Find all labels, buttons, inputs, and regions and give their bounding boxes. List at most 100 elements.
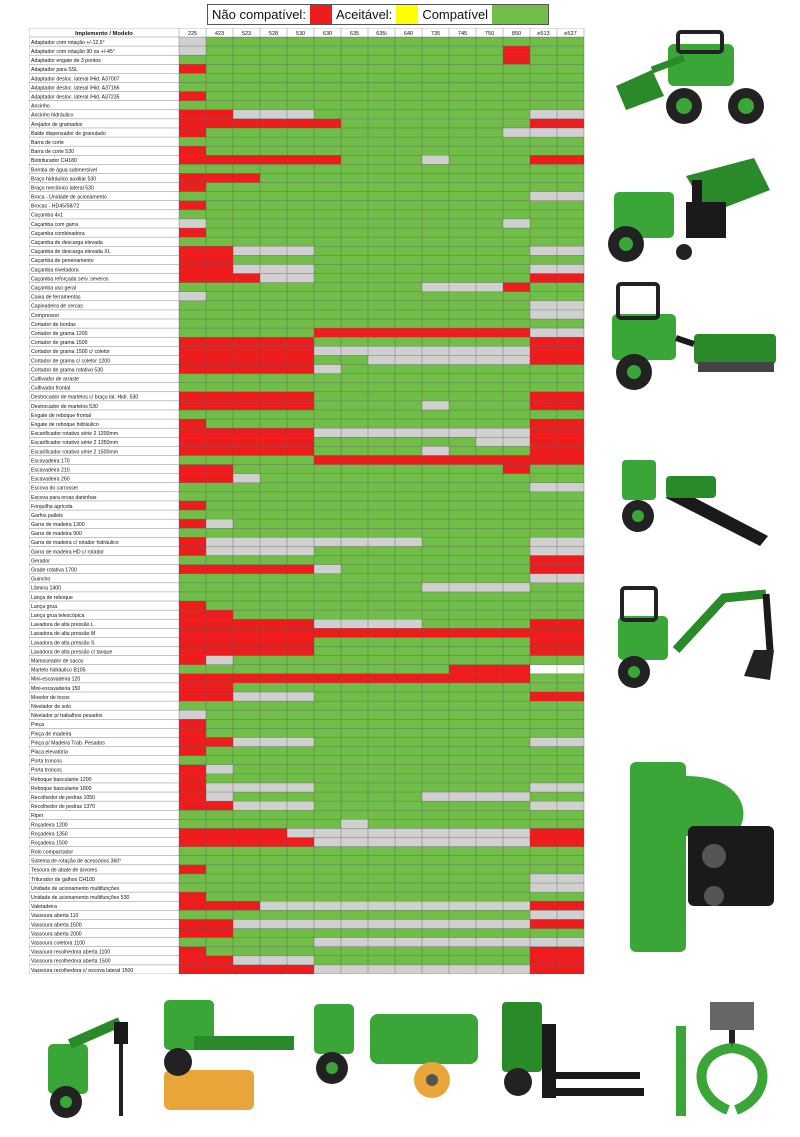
cell-745: [449, 828, 476, 838]
cell-225: [179, 819, 206, 829]
cell-523: [233, 883, 260, 893]
cell-635: [341, 837, 368, 847]
cell-850: [503, 391, 530, 401]
cell-635: [341, 855, 368, 865]
cell-530: [287, 546, 314, 556]
cell-528: [260, 537, 287, 547]
cell-635: [341, 901, 368, 911]
cell-e513: [530, 164, 557, 174]
cell-530: [287, 901, 314, 911]
cell-635i: [368, 682, 395, 692]
cell-850: [503, 91, 530, 101]
cell-e527: [557, 82, 584, 92]
cell-635i: [368, 182, 395, 192]
row-label: Nivelador de solo: [31, 704, 71, 710]
cell-750: [476, 873, 503, 884]
cell-225: [179, 37, 206, 47]
cell-750: [476, 255, 503, 265]
cell-630: [314, 500, 341, 511]
cell-735: [422, 91, 449, 101]
cell-640: [395, 237, 422, 247]
cell-e513: [530, 682, 557, 692]
cell-745: [449, 901, 476, 911]
cell-640: [395, 55, 422, 65]
cell-225: [179, 391, 206, 401]
cell-735: [422, 155, 449, 165]
legend-swatch-acceptable: [396, 5, 419, 24]
cell-640: [395, 764, 422, 774]
cell-745: [449, 409, 476, 420]
cell-745: [449, 646, 476, 656]
cell-e527: [557, 464, 584, 474]
cell-e527: [557, 137, 584, 147]
cell-530: [287, 637, 314, 647]
cell-635i: [368, 528, 395, 538]
cell-630: [314, 591, 341, 602]
cell-528: [260, 191, 287, 201]
cell-e527: [557, 264, 584, 274]
cell-630: [314, 473, 341, 483]
cell-528: [260, 773, 287, 783]
cell-745: [449, 691, 476, 702]
cell-635: [341, 946, 368, 956]
cell-735: [422, 191, 449, 201]
cell-e513: [530, 528, 557, 538]
cell-750: [476, 819, 503, 829]
cell-528: [260, 291, 287, 301]
cell-745: [449, 773, 476, 783]
cell-225: [179, 646, 206, 656]
table-row: Vassoura aberta 2000: [31, 928, 584, 938]
cell-e527: [557, 937, 584, 947]
cell-630: [314, 191, 341, 201]
cell-e513: [530, 482, 557, 492]
cell-423: [206, 464, 233, 474]
log-grapple-icon: [676, 1002, 768, 1116]
cell-850: [503, 601, 530, 611]
row-label: Braço mecânico lateral 530: [31, 185, 94, 191]
cell-530: [287, 409, 314, 420]
cell-e527: [557, 664, 584, 674]
cell-e513: [530, 246, 557, 256]
cell-e527: [557, 500, 584, 511]
cell-640: [395, 901, 422, 911]
row-label: Riper: [31, 813, 44, 819]
cell-640: [395, 519, 422, 529]
cell-750: [476, 82, 503, 92]
cell-528: [260, 701, 287, 711]
cell-e527: [557, 710, 584, 720]
cell-e513: [530, 746, 557, 756]
cell-640: [395, 628, 422, 638]
cell-640: [395, 828, 422, 838]
table-row: Triturador de galhos CH100: [31, 873, 584, 884]
cell-523: [233, 337, 260, 347]
cell-e513: [530, 619, 557, 629]
cell-745: [449, 400, 476, 410]
cell-635i: [368, 901, 395, 911]
cell-850: [503, 682, 530, 692]
cell-735: [422, 510, 449, 520]
cell-523: [233, 582, 260, 592]
cell-630: [314, 892, 341, 902]
cell-523: [233, 519, 260, 529]
cell-e513: [530, 118, 557, 128]
cell-640: [395, 482, 422, 492]
cell-530: [287, 510, 314, 520]
cell-735: [422, 937, 449, 947]
grid-lines: [29, 28, 585, 974]
cell-528: [260, 819, 287, 829]
table-row: Tesoura de abate de árvores: [31, 864, 584, 874]
cell-745: [449, 928, 476, 938]
cell-630: [314, 801, 341, 811]
cell-530: [287, 109, 314, 119]
cell-750: [476, 792, 503, 802]
row-label: Recolhedor de pedras 1050: [31, 795, 95, 801]
photo-auger: [48, 1017, 128, 1118]
cell-635: [341, 255, 368, 265]
cell-225: [179, 91, 206, 101]
cell-630: [314, 109, 341, 119]
table-row: Lança grua: [31, 601, 584, 611]
cell-e513: [530, 200, 557, 210]
cell-225: [179, 500, 206, 511]
cell-635i: [368, 118, 395, 128]
row-label: Biotriturador CH180: [31, 158, 77, 164]
